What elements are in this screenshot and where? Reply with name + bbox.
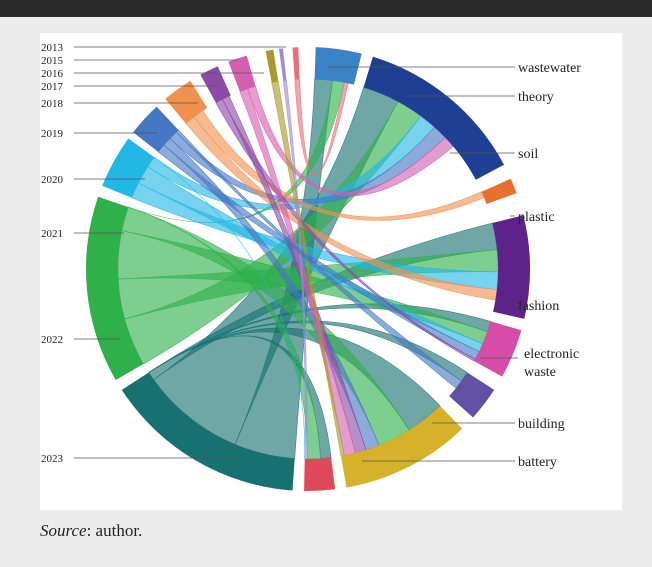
year-label-2019: 2019 [41, 128, 64, 140]
top-dark-bar [0, 0, 652, 17]
year-label-2017: 2017 [41, 81, 64, 93]
topic-label-fashion: fashion [518, 299, 559, 314]
caption-source-label: Source [40, 521, 87, 540]
topic-label-soil: soil [518, 147, 538, 162]
ribbon-2023-battery [148, 335, 332, 459]
arc-wastewater [314, 47, 362, 85]
leader-lines [74, 46, 520, 462]
ribbon-2017-theory [247, 86, 454, 197]
year-label-2015: 2015 [41, 55, 64, 67]
year-label-2023: 2023 [41, 453, 64, 465]
arc-battery [304, 457, 336, 492]
arc-2013 [292, 47, 300, 80]
arc-plastic [492, 215, 530, 319]
year-label-2020: 2020 [41, 174, 64, 186]
arc-2021 [102, 138, 155, 198]
arc-2020 [133, 106, 179, 152]
arc-building [341, 405, 463, 488]
arc-2018 [200, 66, 231, 103]
arc-electronic-waste [449, 372, 495, 418]
year-label-2013: 2013 [41, 42, 64, 54]
topic-label-electronic: electronic [524, 347, 579, 362]
arcs [85, 47, 530, 492]
arc-2023 [121, 372, 295, 491]
topic-label-plastic: plastic [518, 210, 555, 225]
year-label-2016: 2016 [41, 68, 64, 80]
year-label-2022: 2022 [41, 334, 63, 346]
arc-2016 [265, 49, 279, 83]
year-label-2021: 2021 [41, 228, 63, 240]
topic-label-waste: waste [524, 365, 556, 380]
ribbons [117, 78, 499, 460]
ribbon-2022-battery [128, 206, 321, 460]
topic-label-wastewater: wastewater [518, 61, 581, 76]
arc-2022 [85, 196, 144, 380]
ribbon-2015-battery [282, 79, 308, 460]
arc-soil [481, 178, 517, 204]
caption-source-text: : author. [86, 521, 143, 540]
year-label-2018: 2018 [41, 98, 64, 110]
figure-caption: Source: author. [40, 521, 142, 541]
arc-2019 [165, 80, 208, 124]
arc-theory [363, 56, 504, 180]
topic-label-building: building [518, 417, 565, 432]
arc-fashion [474, 321, 522, 377]
topic-label-theory: theory [518, 90, 554, 105]
ribbon-2013-wastewater [294, 78, 349, 176]
arc-2015 [279, 48, 287, 81]
arc-2017 [228, 55, 256, 92]
topic-label-battery: battery [518, 455, 557, 470]
chord-diagram-area: 2013 2015 2016 2017 2018 2019 2020 2021 2022 2023… [40, 33, 622, 510]
